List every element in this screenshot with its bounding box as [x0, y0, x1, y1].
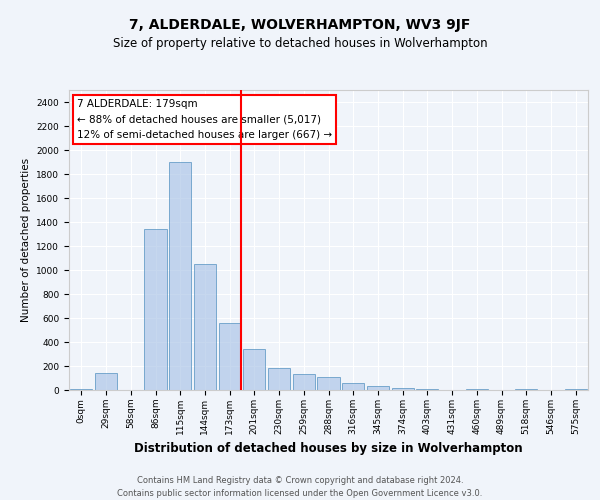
Bar	[317, 377, 340, 390]
Bar	[95, 373, 117, 390]
Y-axis label: Number of detached properties: Number of detached properties	[21, 158, 31, 322]
Bar	[268, 368, 290, 390]
Bar	[70, 389, 92, 390]
Text: Size of property relative to detached houses in Wolverhampton: Size of property relative to detached ho…	[113, 38, 487, 51]
Bar	[145, 229, 167, 390]
Text: Contains HM Land Registry data © Crown copyright and database right 2024.
Contai: Contains HM Land Registry data © Crown c…	[118, 476, 482, 498]
Bar	[565, 389, 587, 390]
Bar	[416, 389, 439, 390]
Text: 7, ALDERDALE, WOLVERHAMPTON, WV3 9JF: 7, ALDERDALE, WOLVERHAMPTON, WV3 9JF	[130, 18, 470, 32]
Bar	[466, 389, 488, 390]
Bar	[342, 383, 364, 390]
Bar	[392, 388, 414, 390]
Bar	[169, 162, 191, 390]
X-axis label: Distribution of detached houses by size in Wolverhampton: Distribution of detached houses by size …	[134, 442, 523, 456]
Bar	[293, 374, 315, 390]
Bar	[218, 323, 241, 390]
Text: 7 ALDERDALE: 179sqm
← 88% of detached houses are smaller (5,017)
12% of semi-det: 7 ALDERDALE: 179sqm ← 88% of detached ho…	[77, 99, 332, 140]
Bar	[367, 386, 389, 390]
Bar	[515, 389, 538, 390]
Bar	[243, 349, 265, 390]
Bar	[194, 264, 216, 390]
